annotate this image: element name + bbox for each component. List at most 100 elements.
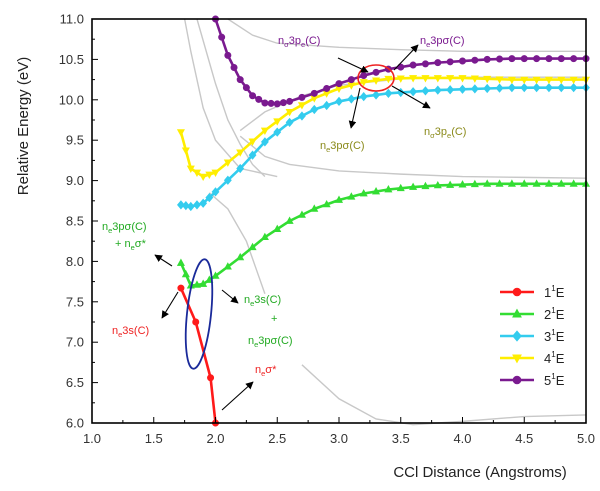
series-4 [176, 75, 591, 182]
data-point [520, 76, 529, 85]
annotation-left-green-line2: + neσ* [115, 238, 147, 252]
x-tick-label: 2.0 [206, 431, 224, 446]
data-point [310, 104, 319, 115]
background-curve-4 [227, 18, 586, 53]
data-point [207, 374, 215, 382]
data-point [199, 279, 208, 287]
data-point [470, 84, 479, 94]
data-point [285, 216, 294, 224]
legend-label: 41E [544, 350, 565, 366]
data-point [359, 79, 368, 87]
legend-item-1: 11E [500, 284, 565, 300]
data-point [570, 55, 578, 63]
data-point [470, 179, 479, 188]
x-tick-label: 1.0 [83, 431, 101, 446]
legend-item-5: 51E [500, 372, 565, 388]
y-tick-label: 8.0 [66, 254, 84, 269]
data-point [532, 76, 541, 85]
data-point [248, 138, 257, 146]
background-curve-1 [183, 18, 278, 178]
data-point [433, 180, 442, 189]
data-point [533, 55, 541, 63]
data-point [261, 99, 269, 107]
data-point [483, 75, 492, 84]
legend-label: 51E [544, 372, 565, 388]
data-point [470, 75, 479, 83]
data-point [544, 76, 553, 85]
data-point [181, 269, 190, 278]
background-curve-6 [208, 192, 266, 294]
data-point [285, 109, 294, 117]
legend-marker [512, 330, 522, 342]
data-point [384, 75, 393, 84]
data-point [177, 200, 185, 210]
data-point [230, 63, 238, 71]
x-tick-label: 4.5 [515, 431, 533, 446]
arrow-n-sigma-3pe-right [391, 85, 431, 109]
legend-label: 21E [544, 306, 565, 322]
data-point [569, 83, 578, 93]
data-point [176, 258, 185, 266]
data-point [260, 137, 269, 147]
legend-item-3: 31E [500, 328, 565, 344]
data-point [520, 83, 529, 93]
data-point [199, 173, 208, 182]
data-point [181, 147, 190, 155]
annotation-red-right: neσ* [255, 364, 277, 378]
background-curve-3 [239, 135, 587, 179]
data-point [557, 83, 566, 93]
data-point [446, 180, 455, 188]
data-point [236, 76, 244, 84]
data-point [218, 33, 226, 41]
data-point [458, 180, 467, 188]
y-tick-label: 6.5 [66, 375, 84, 390]
data-point [557, 55, 565, 63]
data-point [458, 57, 466, 65]
data-point [433, 75, 442, 83]
y-tick-label: 9.0 [66, 173, 84, 188]
x-tick-label: 4.0 [453, 431, 471, 446]
data-point [396, 87, 405, 98]
annotation-n-e-3psigma-mid: ne3pσ(C) [320, 140, 365, 154]
data-point [223, 159, 232, 167]
data-point [569, 179, 578, 187]
y-tick-label: 8.5 [66, 214, 84, 229]
data-point [495, 83, 504, 93]
data-point [360, 72, 368, 80]
data-point [248, 242, 257, 251]
arrow-red-left [161, 291, 179, 319]
annotation-overlays [154, 44, 431, 411]
data-point [409, 182, 418, 190]
data-point [409, 87, 418, 97]
data-point [297, 102, 306, 110]
data-point [508, 55, 516, 63]
background-curve-7 [301, 364, 587, 426]
data-point [279, 99, 287, 107]
data-point [359, 91, 368, 102]
data-point [569, 76, 578, 85]
data-point [421, 60, 429, 68]
data-point [273, 118, 282, 126]
x-tick-label: 2.5 [268, 431, 286, 446]
data-point [520, 179, 529, 187]
data-point [495, 179, 504, 187]
data-point [507, 83, 516, 93]
data-point [446, 75, 455, 83]
data-point [186, 165, 195, 173]
data-point [199, 198, 208, 208]
annotation-right-green-line2: + [271, 313, 277, 325]
arrow-right-green [221, 289, 239, 304]
annotation-right-green-line3: ne3pσ(C) [248, 335, 293, 349]
annotation-red-left: ne3s(C) [112, 325, 149, 339]
legend-label: 11E [544, 284, 565, 300]
data-point [434, 59, 442, 67]
annotation-left-green-line1: ne3pσ(C) [102, 221, 147, 235]
data-point [223, 262, 232, 270]
data-point [176, 129, 185, 137]
y-tick-label: 9.5 [66, 133, 84, 148]
y-tick-label: 10.0 [59, 92, 84, 107]
data-point [421, 75, 430, 83]
series-3 [177, 83, 590, 212]
data-point [384, 185, 393, 193]
